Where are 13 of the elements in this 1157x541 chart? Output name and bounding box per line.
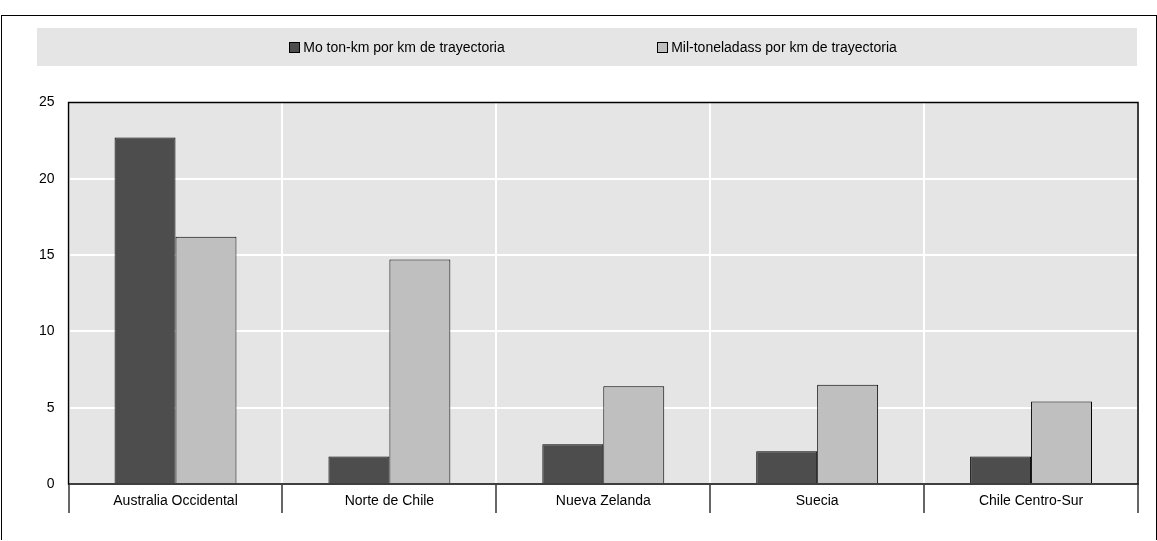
y-tick-label: 25 [38,93,55,110]
y-tick-label: 10 [38,322,55,339]
y-tick-label: 0 [46,474,55,491]
y-tick-label: 15 [38,245,55,262]
x-tick-label: Suecia [795,491,839,508]
x-tick-label: Chile Centro-Sur [978,491,1084,508]
x-tick-label: Nueva Zelanda [555,491,651,508]
legend-label: Mo ton-km por km de trayectoria [303,39,505,55]
legend-label: Mil-toneladass por km de trayectoria [671,39,897,55]
x-tick-label: Norte de Chile [344,491,435,508]
y-tick-label: 5 [46,398,55,415]
x-tick-label: Australia Occidental [113,491,238,508]
y-tick-label: 20 [38,169,55,186]
